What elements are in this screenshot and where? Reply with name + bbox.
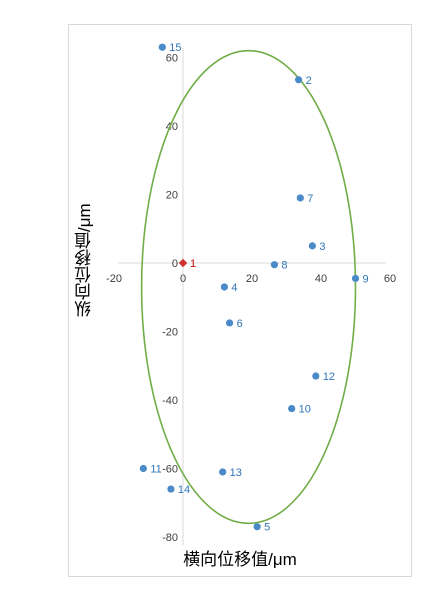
x-tick-label: 60 <box>384 273 396 285</box>
data-point <box>219 468 227 476</box>
data-point <box>296 194 304 202</box>
data-point <box>294 76 303 84</box>
data-point-label: 2 <box>306 75 312 87</box>
data-point-highlight <box>178 258 188 268</box>
y-axis-label: 纵向位移值/μm <box>75 203 94 317</box>
y-tick-label: 20 <box>166 190 178 202</box>
data-point-label: 11 <box>150 464 161 476</box>
data-point-label: 4 <box>231 282 237 294</box>
data-point-label: 7 <box>307 193 313 205</box>
data-point-label: 14 <box>178 484 190 496</box>
data-point <box>351 274 360 283</box>
data-point-label: 1 <box>190 258 196 270</box>
data-point-label: 8 <box>281 260 287 272</box>
data-point <box>253 523 261 531</box>
y-tick-label: -40 <box>162 395 178 407</box>
data-point-label: 15 <box>169 42 181 54</box>
data-point <box>139 464 147 473</box>
data-point <box>225 319 234 327</box>
x-tick-label: 20 <box>246 273 258 285</box>
y-tick-label: 0 <box>172 258 178 270</box>
data-point <box>270 261 279 269</box>
data-point-label: 10 <box>299 404 311 416</box>
x-axis-label: 横向位移值/μm <box>183 550 297 569</box>
fit-ellipse <box>140 49 357 525</box>
data-point <box>288 404 296 413</box>
data-point <box>312 372 320 380</box>
data-point <box>220 283 228 291</box>
data-point-label: 3 <box>319 241 325 253</box>
data-point-label: 9 <box>363 273 369 285</box>
data-point <box>308 242 316 250</box>
data-point-label: 6 <box>237 318 243 330</box>
data-point-label: 12 <box>323 371 335 383</box>
scatter-plot: -20 0 20 40 606040200-20-40-60-8012345678910… <box>106 42 396 545</box>
x-tick-label: -20 <box>106 273 122 285</box>
x-tick-label: 40 <box>315 273 327 285</box>
x-tick-label: 0 <box>180 273 186 285</box>
data-point <box>167 485 175 493</box>
chart-frame: -20 0 20 40 60 60 40 20 0 -20 -40 -60 -80 1 2 3 4 5 6 7 8 9 10… <box>68 24 412 577</box>
y-tick-label: -20 <box>162 327 178 339</box>
data-point-label: 13 <box>230 467 242 479</box>
y-tick-label: 60 <box>166 53 178 65</box>
y-tick-label: -80 <box>162 532 178 544</box>
data-point <box>158 43 166 51</box>
y-tick-label: -60 <box>162 464 178 476</box>
data-point-label: 5 <box>264 522 270 534</box>
